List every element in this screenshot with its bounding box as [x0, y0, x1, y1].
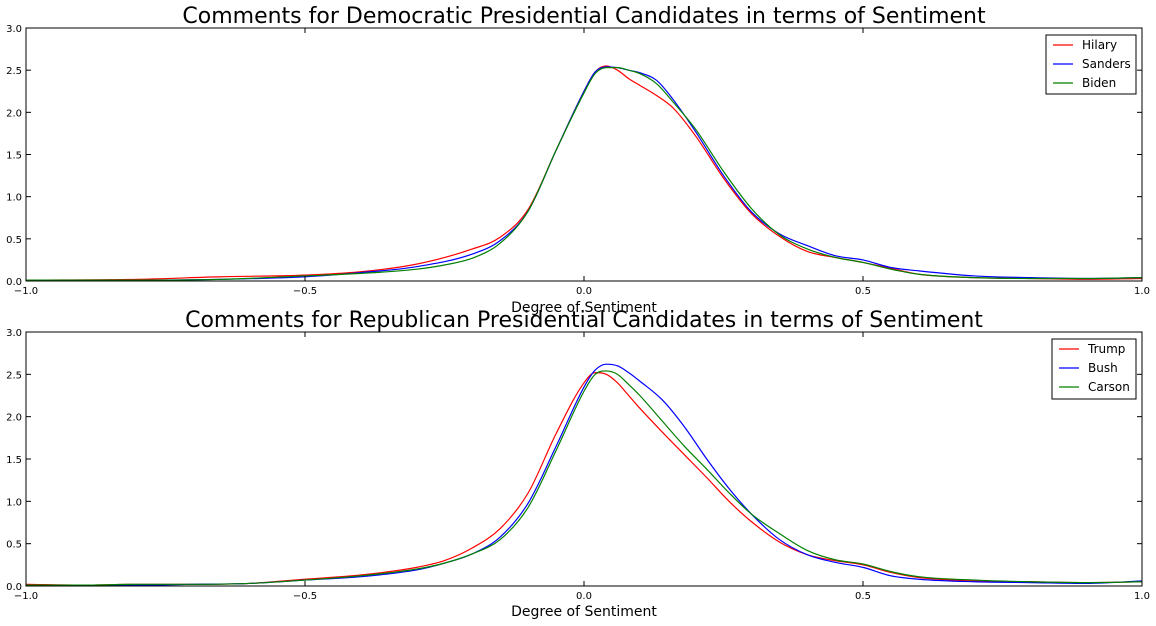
- republican-plot-area: [26, 332, 1142, 586]
- republican-chart-title: Comments for Republican Presidential Can…: [185, 308, 983, 333]
- republican-x-tick-label: −1.0: [14, 591, 38, 602]
- republican-chart: Comments for Republican Presidential Can…: [6, 308, 1150, 620]
- democratic-y-tick-label: 3.0: [6, 24, 22, 35]
- democratic-legend-label-biden: Biden: [1082, 76, 1116, 90]
- republican-y-tick-label: 2.5: [6, 370, 22, 381]
- democratic-y-tick-label: 1.5: [6, 151, 22, 162]
- democratic-chart: Comments for Democratic Presidential Can…: [6, 4, 1150, 316]
- democratic-y-tick-label: 2.0: [6, 108, 22, 119]
- republican-x-axis-label: Degree of Sentiment: [511, 604, 657, 620]
- democratic-series-biden-line: [26, 67, 1143, 281]
- democratic-tick-layer: −1.0 −0.5 0.0 0.5 1.0 0.0 0.5 1.0 1.5 2.0 2.5 3.0: [6, 24, 1150, 297]
- democratic-y-tick-label: 0.5: [6, 235, 22, 246]
- democratic-x-tick-label: −0.5: [293, 286, 317, 297]
- republican-x-tick-label: 0.5: [855, 591, 871, 602]
- republican-y-tick-label: 1.0: [6, 497, 22, 508]
- republican-series-layer: [25, 363, 1143, 586]
- republican-tick-layer: −1.0 −0.5 0.0 0.5 1.0 0.0 0.5 1.0 1.5 2.0 2.5 3.0: [6, 328, 1150, 602]
- democratic-x-tick-label: 0.0: [576, 286, 592, 297]
- democratic-y-tick-label: 1.0: [6, 193, 22, 204]
- republican-legend-label-carson: Carson: [1088, 380, 1130, 394]
- republican-x-tick-label: 1.0: [1134, 591, 1150, 602]
- democratic-legend-label-sanders: Sanders: [1082, 57, 1131, 71]
- democratic-series-layer: [25, 65, 1143, 281]
- republican-x-tick-label: 0.0: [576, 591, 592, 602]
- republican-y-tick-label: 2.0: [6, 413, 22, 424]
- republican-y-tick-label: 0.5: [6, 540, 22, 551]
- republican-y-tick-label: 0.0: [6, 582, 22, 593]
- republican-y-tick-label: 1.5: [6, 455, 22, 466]
- republican-legend: Trump Bush Carson: [1051, 338, 1137, 400]
- republican-legend-label-trump: Trump: [1087, 342, 1125, 356]
- democratic-legend: Hilary Sanders Biden: [1045, 34, 1137, 95]
- democratic-x-tick-label: 1.0: [1134, 286, 1150, 297]
- democratic-legend-label-hilary: Hilary: [1082, 38, 1117, 52]
- democratic-x-tick-label: 0.5: [855, 286, 871, 297]
- republican-x-tick-label: −0.5: [293, 591, 317, 602]
- republican-y-tick-label: 3.0: [6, 328, 22, 339]
- republican-legend-label-bush: Bush: [1088, 361, 1118, 375]
- republican-series-trump-line: [25, 372, 1143, 586]
- democratic-series-hilary-line: [25, 65, 1143, 281]
- republican-series-carson-line: [26, 370, 1143, 586]
- democratic-y-tick-label: 0.0: [6, 277, 22, 288]
- democratic-plot-area: [26, 28, 1142, 281]
- democratic-chart-title: Comments for Democratic Presidential Can…: [182, 4, 986, 29]
- democratic-x-tick-label: −1.0: [14, 286, 38, 297]
- democratic-x-axis-label: Degree of Sentiment: [511, 300, 657, 316]
- democratic-y-tick-label: 2.5: [6, 66, 22, 77]
